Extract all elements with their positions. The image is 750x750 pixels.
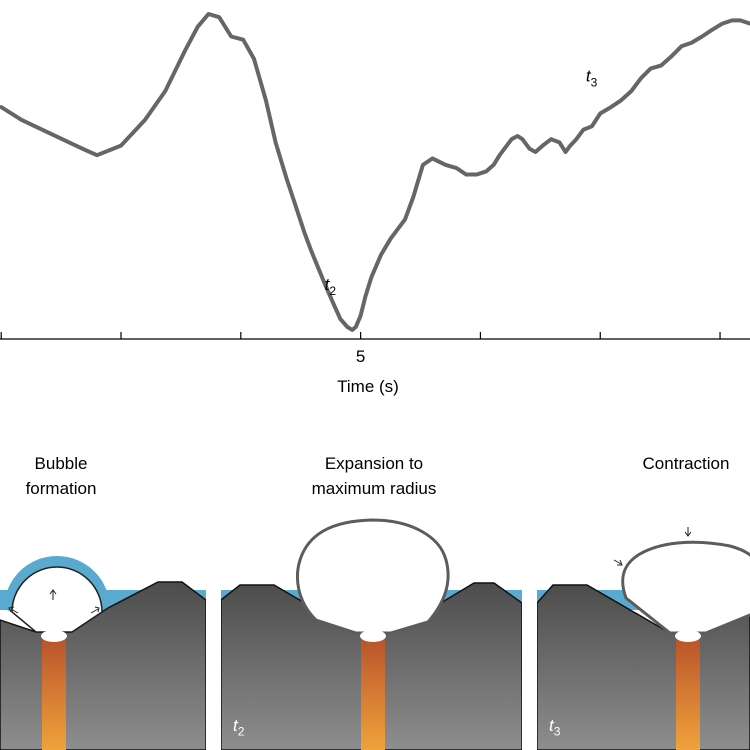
panel-time-label-t3: t3 [549,716,560,738]
panel-title-line: Contraction [642,454,730,473]
water-layer [221,590,522,610]
vent-channel [361,636,385,750]
annotation-subscript: 2 [329,284,336,298]
vent-channel [676,636,700,750]
panel-title-line: Bubble [34,454,88,473]
panel-expansion [221,518,522,750]
annotation-subscript: 3 [591,75,598,89]
panel-title-line: Expansion to [324,454,424,473]
vent-opening [41,630,67,642]
water-layer [0,590,206,610]
bubble [621,540,750,635]
vent-channel [42,636,66,750]
time-series-chart: 5 Time (s) t2 t3 [0,12,750,396]
panel-time-label-t2: t2 [233,716,244,738]
x-tick-label: 5 [356,347,365,366]
rock-surface [537,584,750,750]
bubble [295,518,450,635]
rock-surface [221,582,522,750]
arrow-icon [8,589,100,614]
time-label-subscript: 3 [553,724,561,739]
x-axis-label: Time (s) [337,377,399,396]
time-label-t: t [233,716,238,735]
panel-title-contraction: Contraction [622,451,750,476]
time-label-t: t [549,716,554,735]
panel-title-expansion: Expansion to maximum radius [282,451,466,501]
arrow-icon [613,527,692,566]
time-label-subscript: 2 [237,724,245,739]
panel-bubble-formation [0,556,206,750]
panel-title-line: maximum radius [311,479,437,498]
bubble-water-film [4,556,110,612]
vent-opening [360,630,386,642]
bubble [11,566,103,633]
rock-surface [0,581,206,750]
series-line [0,12,750,332]
annotation-label: t3 [586,66,598,89]
panel-title-line: formation [25,479,97,498]
water-layer [537,590,750,610]
panel-contraction [537,527,750,750]
annotation-label: t2 [325,275,337,298]
panel-title-bubble-formation: Bubble formation [2,451,120,501]
vent-opening [675,630,701,642]
